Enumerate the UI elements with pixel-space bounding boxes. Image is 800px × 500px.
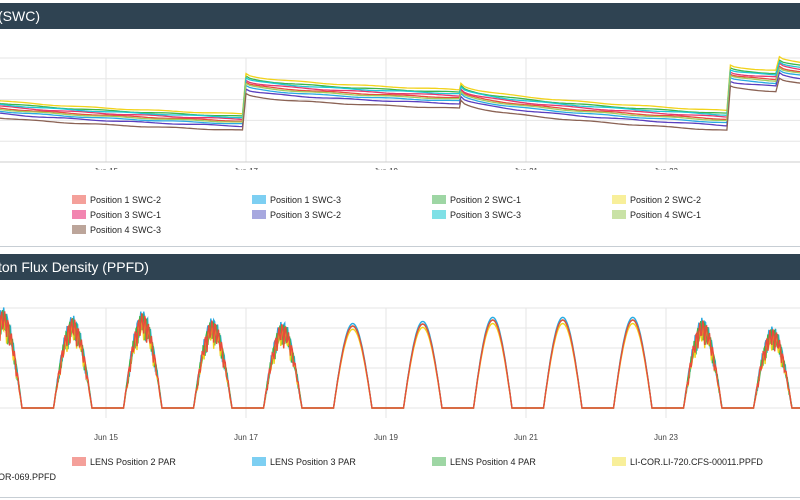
x-tick-label: Jun 17 (234, 433, 259, 442)
legend-swatch (252, 195, 266, 204)
panel-divider (0, 246, 800, 247)
x-tick-label: Jun 23 (654, 433, 679, 442)
legend-label: Position 3 SWC-1 (90, 210, 162, 220)
legend-swatch (72, 195, 86, 204)
x-tick-label: Jun 17 (234, 167, 259, 170)
legend-label: Position 3 SWC-2 (270, 210, 342, 220)
series-line[interactable] (0, 55, 800, 115)
series-line[interactable] (0, 71, 800, 128)
ppfd-panel-title: ton Flux Density (PPFD) (0, 259, 149, 275)
legend-label: Position 4 SWC-1 (630, 210, 702, 220)
legend-swatch (432, 210, 446, 219)
legend-label: Position 2 SWC-1 (450, 195, 522, 205)
legend-swatch (612, 195, 626, 204)
series-line[interactable] (0, 310, 800, 409)
series-line[interactable] (0, 59, 800, 117)
series-line[interactable] (0, 77, 800, 131)
ppfd-panel: ton Flux Density (PPFD) Jun 15 Jun 17 Jun … (0, 250, 800, 500)
swc-panel-header: (SWC) (0, 3, 800, 29)
swc-legend: Position 1 SWC-2 Position 1 SWC-3 Position… (0, 194, 800, 240)
legend-swatch (432, 457, 446, 466)
series-line[interactable] (0, 65, 800, 122)
swc-panel-title: (SWC) (0, 8, 40, 24)
legend-swatch (432, 195, 446, 204)
ppfd-legend: LENS Position 2 PAR LENS Position 3 PAR LE… (0, 456, 800, 486)
x-tick-label: Jun 15 (94, 433, 119, 442)
legend-swatch (612, 457, 626, 466)
legend-label: OR-069.PPFD (0, 472, 57, 482)
legend-swatch (72, 225, 86, 234)
legend-swatch (72, 457, 86, 466)
series-line[interactable] (0, 311, 800, 409)
series-line[interactable] (0, 307, 800, 409)
legend-label: LENS Position 2 PAR (90, 457, 176, 467)
legend-swatch (252, 457, 266, 466)
legend-label: LENS Position 4 PAR (450, 457, 536, 467)
legend-label: Position 3 SWC-3 (450, 210, 522, 220)
x-tick-label: Jun 15 (94, 167, 119, 170)
x-tick-label: Jun 21 (514, 433, 539, 442)
x-tick-label: Jun 21 (514, 167, 539, 170)
legend-swatch (252, 210, 266, 219)
legend-swatch (612, 210, 626, 219)
legend-label: LI-COR.LI-720.CFS-00011.PPFD (630, 457, 763, 467)
legend-label: Position 1 SWC-3 (270, 195, 342, 205)
legend-label: LENS Position 3 PAR (270, 457, 356, 467)
series-line[interactable] (0, 66, 800, 123)
series-line[interactable] (0, 62, 800, 121)
legend-label: Position 4 SWC-3 (90, 225, 162, 235)
x-tick-label: Jun 19 (374, 433, 399, 442)
series-line[interactable] (0, 314, 800, 409)
series-line[interactable] (0, 69, 800, 125)
legend-label: Position 2 SWC-2 (630, 195, 702, 205)
x-tick-label: Jun 23 (654, 167, 679, 170)
x-tick-label: Jun 19 (374, 167, 399, 170)
panel-divider-bottom (0, 497, 800, 498)
legend-label: Position 1 SWC-2 (90, 195, 162, 205)
series-line[interactable] (0, 60, 800, 119)
ppfd-panel-header: ton Flux Density (PPFD) (0, 254, 800, 280)
legend-swatch (72, 210, 86, 219)
